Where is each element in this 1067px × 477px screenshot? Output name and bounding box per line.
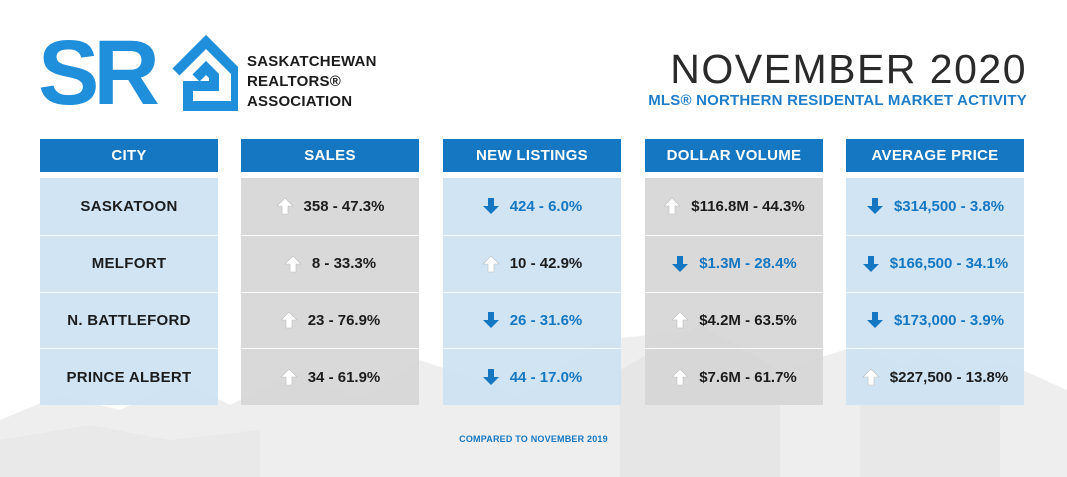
arrow-down-icon: [672, 255, 689, 272]
column-body-sales: 358 - 47.3% 8 - 33.3% 23 - 76.9% 34 - 61.9%: [241, 178, 419, 405]
logo-letters: SR: [38, 30, 158, 112]
column-header-dollar-volume: DOLLAR VOLUME: [645, 139, 823, 172]
value-cell: 26 - 31.6%: [443, 291, 621, 349]
arrow-up-icon: [279, 311, 298, 329]
column-average-price: AVERAGE PRICE $314,500 - 3.8% $166,500 - …: [846, 139, 1024, 405]
column-dollar-volume: DOLLAR VOLUME $116.8M - 44.3% $1.3M - 28.…: [645, 139, 823, 405]
value-cell: 44 - 17.0%: [443, 348, 621, 405]
arrow-up-icon: [275, 197, 294, 215]
column-body-city: SASKATOON MELFORT N. BATTLEFORD PRINCE A…: [40, 178, 218, 405]
arrow-down-icon: [862, 255, 879, 272]
value-cell: 10 - 42.9%: [443, 234, 621, 292]
value-text: 8 - 33.3%: [311, 255, 377, 273]
arrow-down-icon: [482, 369, 499, 386]
arrow-down-icon: [866, 312, 883, 329]
city-cell: SASKATOON: [80, 197, 178, 215]
value-text: $314,500 - 3.8%: [893, 197, 1005, 215]
arrow-up-icon: [284, 255, 302, 272]
arrow-down-icon: [866, 198, 883, 215]
value-text: $116.8M - 44.3%: [691, 197, 805, 215]
value-text: $173,000 - 3.9%: [893, 311, 1005, 329]
value-cell: $227,500 - 13.8%: [846, 348, 1024, 405]
value-cell: 34 - 61.9%: [241, 348, 419, 405]
value-text: $166,500 - 34.1%: [889, 255, 1009, 273]
city-cell: MELFORT: [40, 234, 218, 292]
value-text: 34 - 61.9%: [307, 368, 381, 386]
value-text: 26 - 31.6%: [509, 311, 583, 329]
value-cell: $7.6M - 61.7%: [645, 348, 823, 405]
value-text: 424 - 6.0%: [509, 197, 583, 215]
city-cell: N. BATTLEFORD: [40, 291, 218, 349]
column-body-new-listings: 424 - 6.0% 10 - 42.9% 26 - 31.6% 44 - 17.0%: [443, 178, 621, 405]
column-header-average-price: AVERAGE PRICE: [846, 139, 1024, 172]
arrow-up-icon: [671, 368, 689, 386]
value-cell: 424 - 6.0%: [443, 178, 621, 235]
value-text: $1.3M - 28.4%: [699, 255, 797, 273]
value-text: $227,500 - 13.8%: [889, 368, 1009, 386]
comparison-footnote: COMPARED TO NOVEMBER 2019: [459, 434, 608, 444]
city-cell: PRINCE ALBERT: [40, 348, 218, 405]
value-cell: $116.8M - 44.3%: [645, 178, 823, 235]
value-cell: 8 - 33.3%: [241, 234, 419, 292]
house-icon: [172, 34, 238, 111]
arrow-up-icon: [671, 311, 689, 329]
value-cell: $4.2M - 63.5%: [645, 291, 823, 349]
sra-logo: SR: [38, 30, 238, 112]
value-cell: 23 - 76.9%: [241, 291, 419, 349]
column-header-sales: SALES: [241, 139, 419, 172]
column-header-city: CITY: [40, 139, 218, 172]
arrow-up-icon: [481, 255, 500, 272]
column-new-listings: NEW LISTINGS 424 - 6.0% 10 - 42.9% 26 - 31…: [443, 139, 621, 405]
report-subtitle: MLS® NORTHERN RESIDENTAL MARKET ACTIVITY: [648, 92, 1027, 109]
org-name: SASKATCHEWAN REALTORS® ASSOCIATION: [247, 52, 377, 112]
value-text: 10 - 42.9%: [509, 255, 583, 273]
column-city: CITY SASKATOON MELFORT N. BATTLEFORD PRI…: [40, 139, 218, 405]
value-text: 44 - 17.0%: [509, 368, 583, 386]
value-text: $4.2M - 63.5%: [699, 311, 797, 329]
arrow-down-icon: [482, 312, 499, 329]
value-cell: 358 - 47.3%: [241, 178, 419, 235]
value-cell: $1.3M - 28.4%: [645, 234, 823, 292]
value-cell: $173,000 - 3.9%: [846, 291, 1024, 349]
value-cell: $314,500 - 3.8%: [846, 178, 1024, 235]
org-name-line-2: REALTORS®: [247, 73, 341, 90]
column-header-new-listings: NEW LISTINGS: [443, 139, 621, 172]
arrow-up-icon: [663, 197, 682, 215]
arrow-up-icon: [862, 368, 880, 386]
arrow-down-icon: [482, 198, 499, 215]
value-text: $7.6M - 61.7%: [699, 368, 797, 386]
arrow-up-icon: [279, 368, 298, 386]
org-name-line-1: SASKATCHEWAN: [247, 53, 377, 70]
column-body-average-price: $314,500 - 3.8% $166,500 - 34.1% $173,000 …: [846, 178, 1024, 405]
org-name-line-3: ASSOCIATION: [247, 93, 353, 110]
column-body-dollar-volume: $116.8M - 44.3% $1.3M - 28.4% $4.2M - 63.5…: [645, 178, 823, 405]
report-title: NOVEMBER 2020: [670, 46, 1027, 92]
column-sales: SALES 358 - 47.3% 8 - 33.3% 23 - 76.9% 34 -…: [241, 139, 419, 405]
value-text: 358 - 47.3%: [303, 197, 385, 215]
value-text: 23 - 76.9%: [307, 311, 381, 329]
value-cell: $166,500 - 34.1%: [846, 234, 1024, 292]
